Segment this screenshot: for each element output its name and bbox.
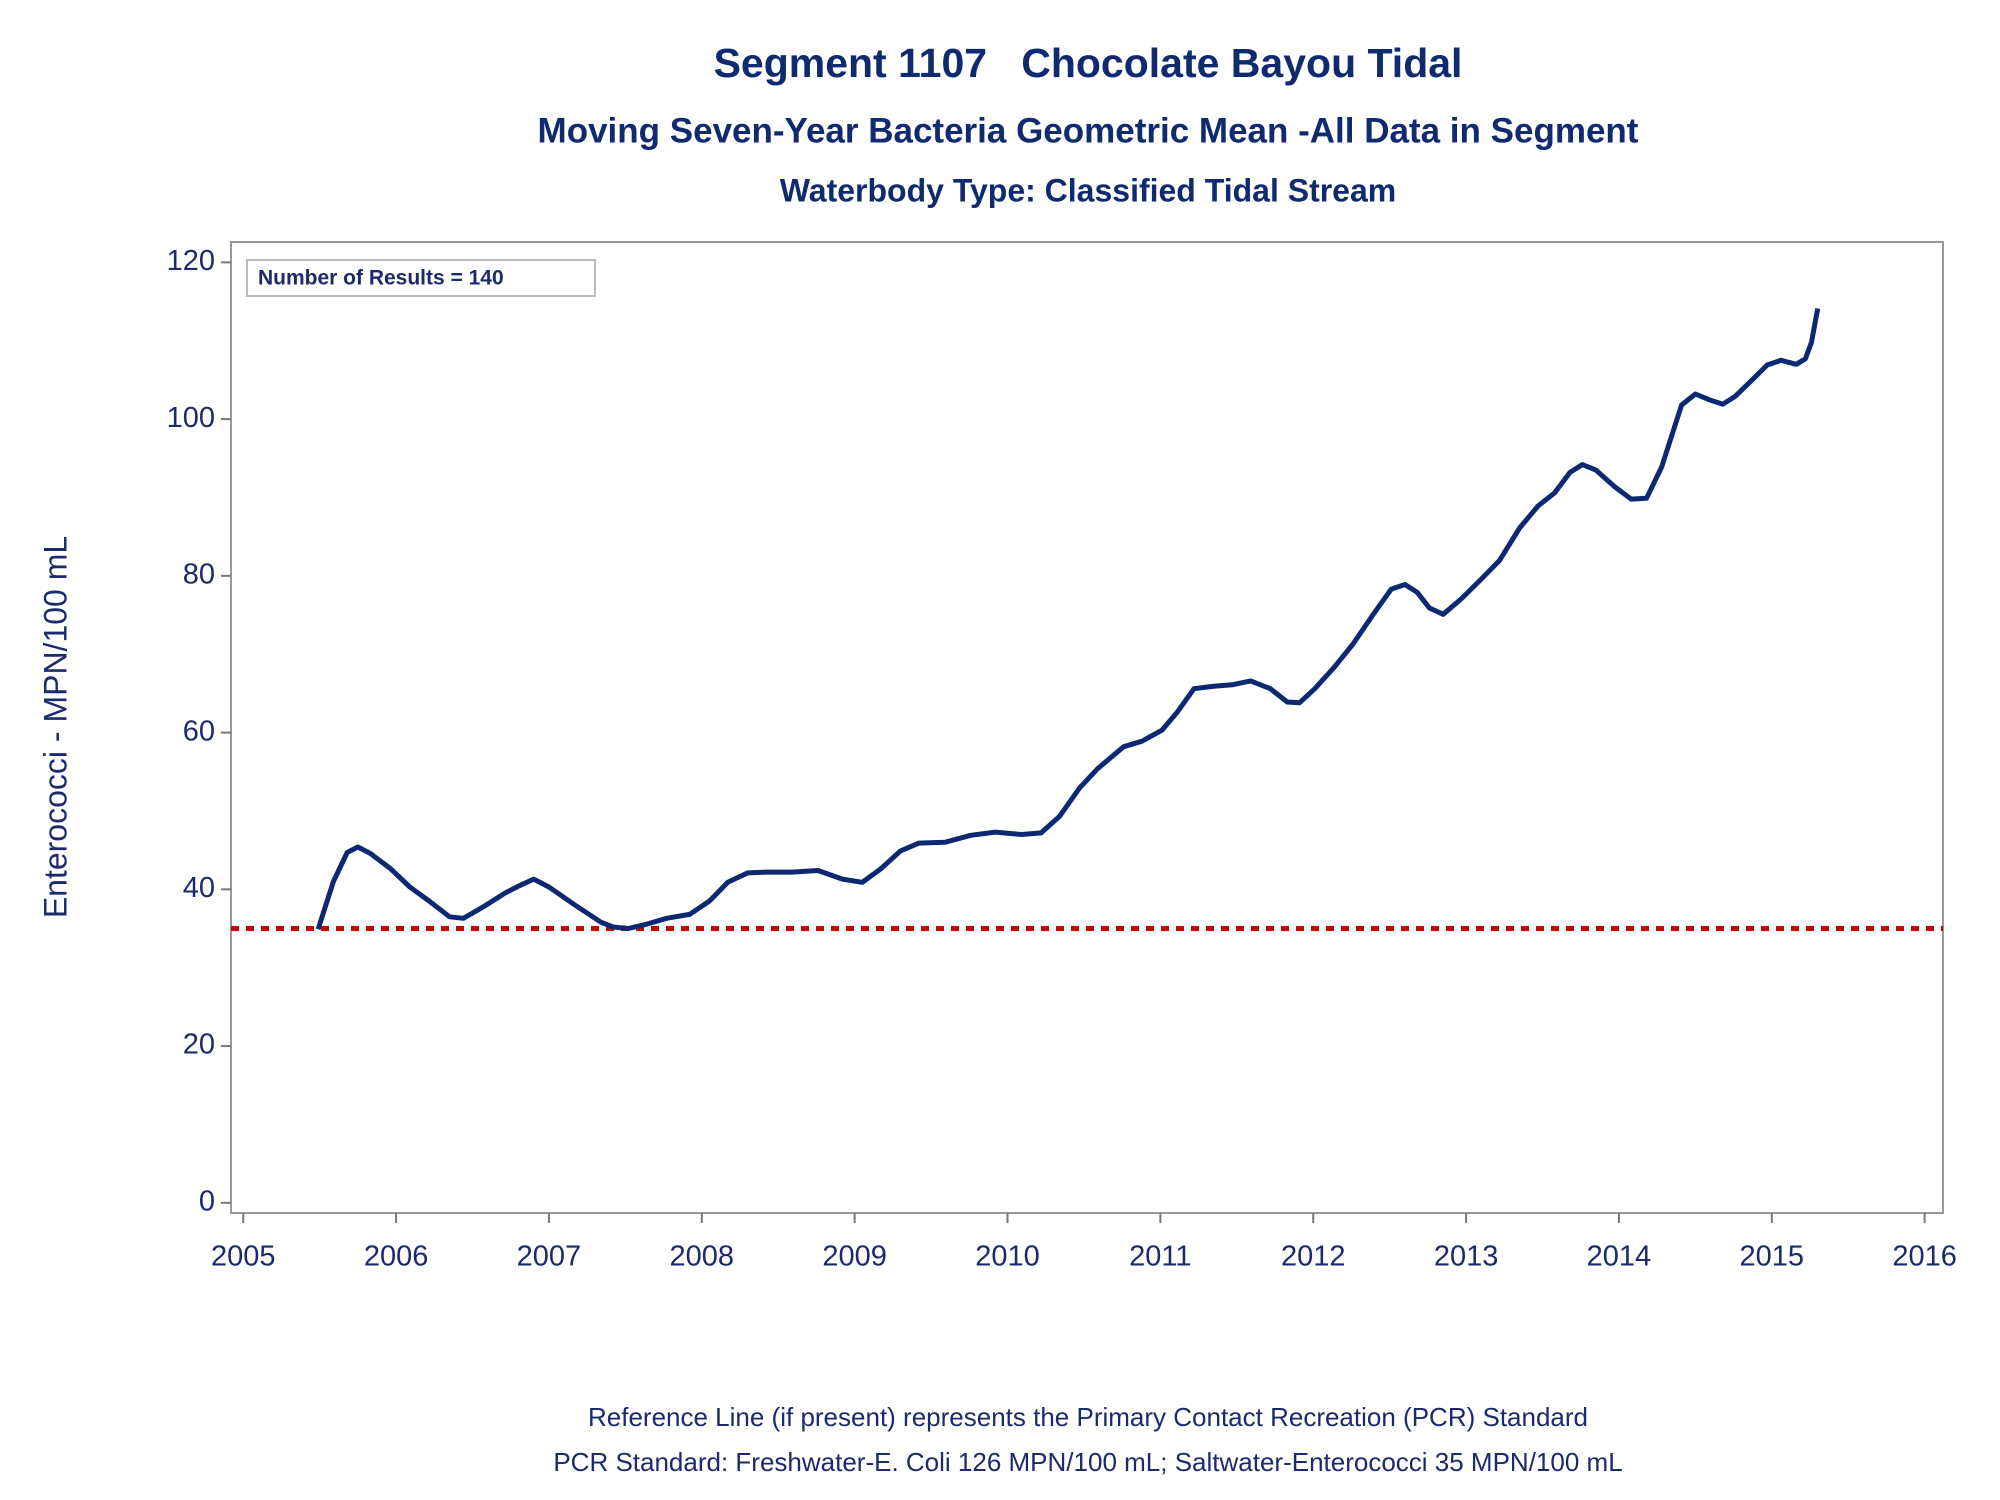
x-tick-label: 2007 <box>517 1241 582 1273</box>
y-tick-label: 20 <box>183 1029 215 1061</box>
x-tick-label: 2011 <box>1129 1241 1191 1273</box>
x-tick-label: 2013 <box>1434 1241 1499 1273</box>
x-tick-label: 2012 <box>1281 1241 1346 1273</box>
x-tick-label: 2005 <box>211 1241 276 1273</box>
y-tick-label: 0 <box>199 1185 215 1217</box>
y-tick-label: 60 <box>183 715 215 747</box>
y-tick-label: 40 <box>183 872 215 904</box>
y-axis-label: Enterococci - MPN/100 mL <box>37 536 73 918</box>
y-tick-label: 120 <box>167 245 215 277</box>
footnote: Reference Line (if present) represents t… <box>588 1402 1588 1432</box>
x-tick-label: 2009 <box>822 1241 887 1273</box>
x-tick-label: 2008 <box>670 1241 735 1273</box>
annotation-box <box>246 259 596 297</box>
x-tick-label: 2015 <box>1740 1241 1805 1273</box>
chart-subtitle: Moving Seven-Year Bacteria Geometric Mea… <box>538 111 1639 150</box>
x-tick-label: 2016 <box>1892 1241 1957 1273</box>
plot-frame <box>230 241 1944 1214</box>
data-line <box>315 308 1821 931</box>
annotation: Number of Results = 140 <box>258 267 504 290</box>
x-tick-label: 2006 <box>364 1241 429 1273</box>
chart-subtitle: Waterbody Type: Classified Tidal Stream <box>780 172 1396 208</box>
chart-title: Segment 1107 Chocolate Bayou Tidal <box>714 40 1463 86</box>
footnote: PCR Standard: Freshwater-E. Coli 126 MPN… <box>553 1447 1622 1477</box>
x-tick-label: 2010 <box>975 1241 1040 1273</box>
y-tick-label: 80 <box>183 559 215 591</box>
x-tick-label: 2014 <box>1587 1241 1652 1273</box>
y-tick-label: 100 <box>167 402 215 434</box>
